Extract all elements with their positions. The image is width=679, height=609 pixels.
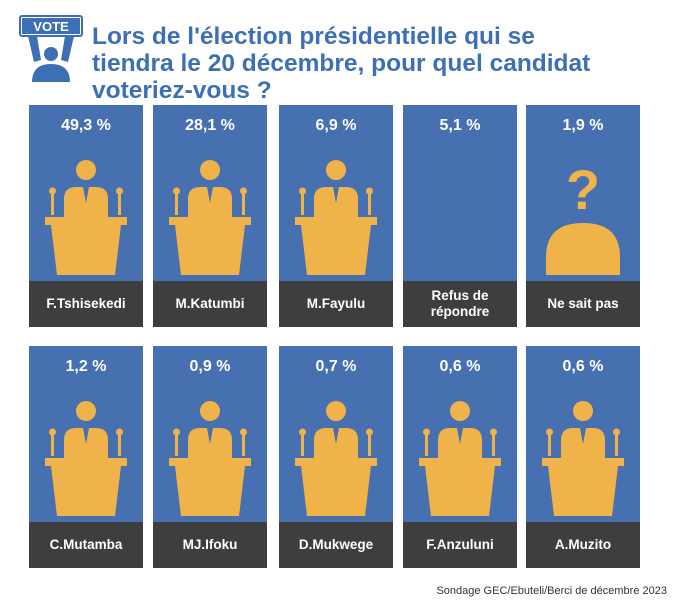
podium-icon	[419, 401, 501, 516]
candidate-card: 0,7 % D.Mukwege	[279, 346, 393, 568]
candidate-panel: 6,9 %	[279, 105, 393, 281]
podium-icon	[295, 401, 377, 516]
title-line: tiendra le 20 décembre, pour quel candid…	[92, 50, 591, 77]
candidate-card: 5,1 % Refus de répondre	[403, 105, 517, 327]
vote-percentage: 0,7 %	[315, 358, 357, 375]
candidate-card: 49,3 % F.Tshisekedi	[29, 105, 143, 327]
podium-icon	[45, 160, 127, 275]
candidate-panel: 0,9 %	[153, 346, 267, 522]
vote-percentage: 1,2 %	[65, 358, 107, 375]
podium-icon	[542, 401, 624, 516]
candidate-name: Refus de répondre	[403, 281, 517, 327]
podium-icon	[45, 401, 127, 516]
candidate-name: F.Anzuluni	[403, 522, 517, 568]
vote-percentage: 28,1 %	[185, 117, 235, 134]
podium-icon	[169, 401, 251, 516]
candidate-card: 1,9 % ? Ne sait pas	[526, 105, 640, 327]
candidate-card: 0,6 % A.Muzito	[526, 346, 640, 568]
title-line: Lors de l'élection présidentielle qui se	[92, 23, 535, 50]
candidate-card: 1,2 % C.Mutamba	[29, 346, 143, 568]
candidate-panel: 0,6 %	[526, 346, 640, 522]
candidate-name: M.Katumbi	[153, 281, 267, 327]
vote-percentage: 0,9 %	[189, 358, 231, 375]
svg-text:?: ?	[566, 159, 600, 221]
candidate-panel: 0,6 %	[403, 346, 517, 522]
podium-icon	[169, 160, 251, 275]
candidate-name: C.Mutamba	[29, 522, 143, 568]
candidate-panel: 0,7 %	[279, 346, 393, 522]
candidate-panel: 1,2 %	[29, 346, 143, 522]
candidate-panel: 5,1 %	[403, 105, 517, 281]
candidate-name: Ne sait pas	[526, 281, 640, 327]
candidate-name: F.Tshisekedi	[29, 281, 143, 327]
candidate-card: 6,9 % M.Fayulu	[279, 105, 393, 327]
candidate-name: MJ.Ifoku	[153, 522, 267, 568]
vote-percentage: 1,9 %	[562, 117, 604, 134]
podium-icon	[295, 160, 377, 275]
question-person-icon: ?	[546, 159, 620, 275]
candidate-card: 0,9 % MJ.Ifoku	[153, 346, 267, 568]
chart-title: Lors de l'élection présidentielle qui se…	[92, 23, 667, 104]
candidate-card: 0,6 % F.Anzuluni	[403, 346, 517, 568]
candidate-panel: 28,1 %	[153, 105, 267, 281]
vote-percentage: 5,1 %	[439, 117, 481, 134]
candidate-panel: 1,9 % ?	[526, 105, 640, 281]
source-note: Sondage GEC/Ebuteli/Berci de décembre 20…	[436, 585, 667, 597]
title-line: voteriez-vous ?	[92, 77, 272, 104]
vote-icon: VOTE	[19, 15, 83, 82]
candidate-card: 28,1 % M.Katumbi	[153, 105, 267, 327]
candidate-name: A.Muzito	[526, 522, 640, 568]
vote-percentage: 6,9 %	[315, 117, 357, 134]
vote-percentage: 0,6 %	[439, 358, 481, 375]
candidate-panel: 49,3 %	[29, 105, 143, 281]
vote-percentage: 49,3 %	[61, 117, 111, 134]
vote-logo-text: VOTE	[33, 19, 69, 34]
candidate-name: D.Mukwege	[279, 522, 393, 568]
candidate-name: M.Fayulu	[279, 281, 393, 327]
vote-percentage: 0,6 %	[562, 358, 604, 375]
